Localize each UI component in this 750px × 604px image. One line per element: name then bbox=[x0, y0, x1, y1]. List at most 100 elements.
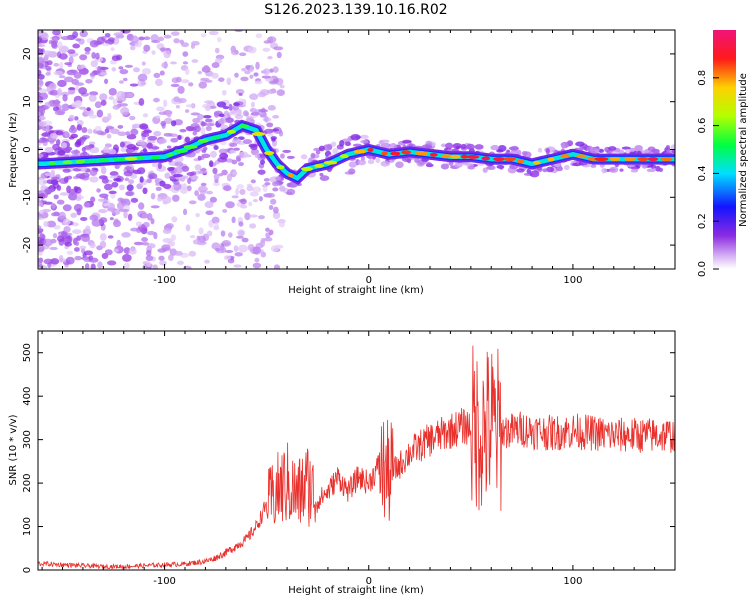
spectrogram-halo-blob bbox=[59, 192, 69, 196]
spectrogram-peak bbox=[609, 157, 621, 162]
spectrogram-noise-blob bbox=[182, 61, 189, 65]
spectrogram-noise-blob bbox=[118, 80, 125, 84]
spectrogram-noise-blob bbox=[107, 260, 117, 266]
spectrogram-noise-blob bbox=[111, 55, 120, 62]
spectrogram-noise-blob bbox=[146, 213, 153, 221]
spectrogram-noise-blob bbox=[151, 40, 161, 44]
spectrogram-noise-blob bbox=[253, 72, 259, 77]
spectrogram-halo-blob bbox=[197, 155, 202, 161]
spectrogram-noise-blob bbox=[107, 112, 112, 121]
spectrogram-y-tick-label: -20 bbox=[22, 237, 33, 253]
spectrogram-noise-blob bbox=[211, 62, 220, 69]
spectrogram-noise-blob bbox=[156, 106, 165, 112]
spectrogram-noise-blob bbox=[206, 190, 213, 195]
spectrogram-noise-blob bbox=[62, 168, 71, 173]
snr-x-tick-label: 0 bbox=[366, 576, 372, 587]
spectrogram-noise-blob bbox=[240, 198, 247, 205]
spectrogram-noise-blob bbox=[118, 66, 124, 70]
spectrogram-noise-blob bbox=[236, 235, 244, 239]
spectrogram-noise-blob bbox=[145, 255, 154, 262]
spectrogram-noise-blob bbox=[63, 76, 74, 83]
spectrogram-halo-blob bbox=[179, 128, 187, 133]
spectrogram-noise-blob bbox=[119, 103, 128, 107]
spectrogram-noise-blob bbox=[143, 44, 151, 52]
spectrogram-noise-blob bbox=[113, 218, 119, 225]
spectrogram-noise-blob bbox=[252, 262, 262, 269]
spectrogram-noise-blob bbox=[129, 83, 139, 87]
spectrogram-noise-blob bbox=[79, 54, 88, 61]
spectrogram-halo-blob bbox=[173, 180, 180, 185]
spectrogram-halo-blob bbox=[50, 179, 59, 186]
spectrogram-halo-blob bbox=[155, 182, 160, 186]
spectrogram-noise-blob bbox=[211, 72, 219, 79]
spectrogram-noise-blob bbox=[146, 261, 151, 268]
spectrogram-halo-blob bbox=[148, 173, 158, 180]
spectrogram-noise-blob bbox=[268, 229, 274, 236]
spectrogram-halo-blob bbox=[57, 149, 66, 156]
spectrogram-halo-blob bbox=[496, 149, 504, 153]
spectrogram-noise-blob bbox=[272, 206, 279, 214]
spectrogram-peak bbox=[624, 157, 636, 162]
spectrogram-noise-blob bbox=[204, 259, 210, 264]
spectrogram-noise-blob bbox=[262, 185, 268, 192]
spectrogram-noise-blob bbox=[97, 198, 107, 202]
colorbar-tick-label: 0.8 bbox=[697, 70, 708, 86]
spectrogram-halo-blob bbox=[332, 147, 339, 155]
spectrogram-noise-blob bbox=[163, 99, 168, 108]
spectrogram-halo-blob bbox=[440, 163, 450, 170]
snr-y-tick-label: 300 bbox=[22, 430, 33, 449]
spectrogram-noise-blob bbox=[38, 62, 44, 69]
spectrogram-halo-blob bbox=[142, 147, 148, 153]
spectrogram-noise-blob bbox=[116, 201, 124, 210]
spectrogram-halo-blob bbox=[257, 169, 266, 175]
spectrogram-halo-blob bbox=[250, 101, 256, 108]
spectrogram-noise-blob bbox=[50, 258, 60, 265]
spectrogram-noise-blob bbox=[129, 45, 136, 51]
spectrogram-y-tick-label: -10 bbox=[22, 189, 33, 205]
spectrogram-peak bbox=[367, 147, 374, 152]
spectrogram-noise-blob bbox=[276, 89, 285, 96]
spectrogram-noise-blob bbox=[231, 195, 239, 199]
spectrogram-noise-blob bbox=[38, 196, 41, 203]
spectrogram-peak bbox=[238, 124, 250, 129]
spectrogram-noise-blob bbox=[244, 70, 251, 75]
spectrogram-noise-blob bbox=[52, 30, 61, 36]
spectrogram-noise-blob bbox=[221, 89, 227, 96]
spectrogram-noise-blob bbox=[233, 264, 242, 268]
spectrogram-halo-blob bbox=[173, 166, 183, 174]
spectrogram-halo-blob bbox=[671, 149, 675, 154]
spectrogram-noise-blob bbox=[150, 205, 160, 209]
spectrogram-halo-blob bbox=[319, 175, 330, 182]
spectrogram-halo-blob bbox=[109, 175, 118, 179]
spectrogram-noise-blob bbox=[119, 69, 129, 75]
spectrogram-halo-blob bbox=[153, 130, 162, 137]
spectrogram-noise-blob bbox=[100, 99, 107, 106]
spectrogram-peak bbox=[314, 163, 325, 168]
spectrogram-noise-blob bbox=[145, 249, 152, 257]
spectrogram-noise-blob bbox=[38, 225, 42, 229]
spectrogram-noise-blob bbox=[227, 232, 233, 238]
spectrogram-noise-blob bbox=[220, 246, 226, 254]
spectrogram-halo-blob bbox=[490, 144, 500, 151]
spectrogram-noise-blob bbox=[262, 47, 271, 52]
spectrogram-noise-blob bbox=[161, 244, 171, 251]
spectrogram-noise-blob bbox=[41, 265, 48, 269]
spectrogram-halo-blob bbox=[74, 149, 79, 155]
spectrogram-halo-blob bbox=[217, 118, 227, 125]
spectrogram-noise-blob bbox=[141, 213, 148, 219]
spectrogram-noise-blob bbox=[46, 60, 53, 66]
spectrogram-halo-blob bbox=[561, 142, 566, 149]
spectrogram-halo-blob bbox=[126, 184, 134, 192]
spectrogram-halo-blob bbox=[233, 102, 240, 107]
spectrogram-noise-blob bbox=[164, 117, 173, 124]
spectrogram-noise-blob bbox=[173, 38, 180, 44]
spectrogram-noise-blob bbox=[89, 242, 96, 249]
spectrogram-halo-blob bbox=[118, 184, 125, 191]
spectrogram-halo-blob bbox=[208, 160, 214, 168]
spectrogram-noise-blob bbox=[63, 226, 71, 233]
spectrogram-halo-blob bbox=[212, 167, 218, 175]
spectrogram-noise-blob bbox=[249, 191, 259, 197]
